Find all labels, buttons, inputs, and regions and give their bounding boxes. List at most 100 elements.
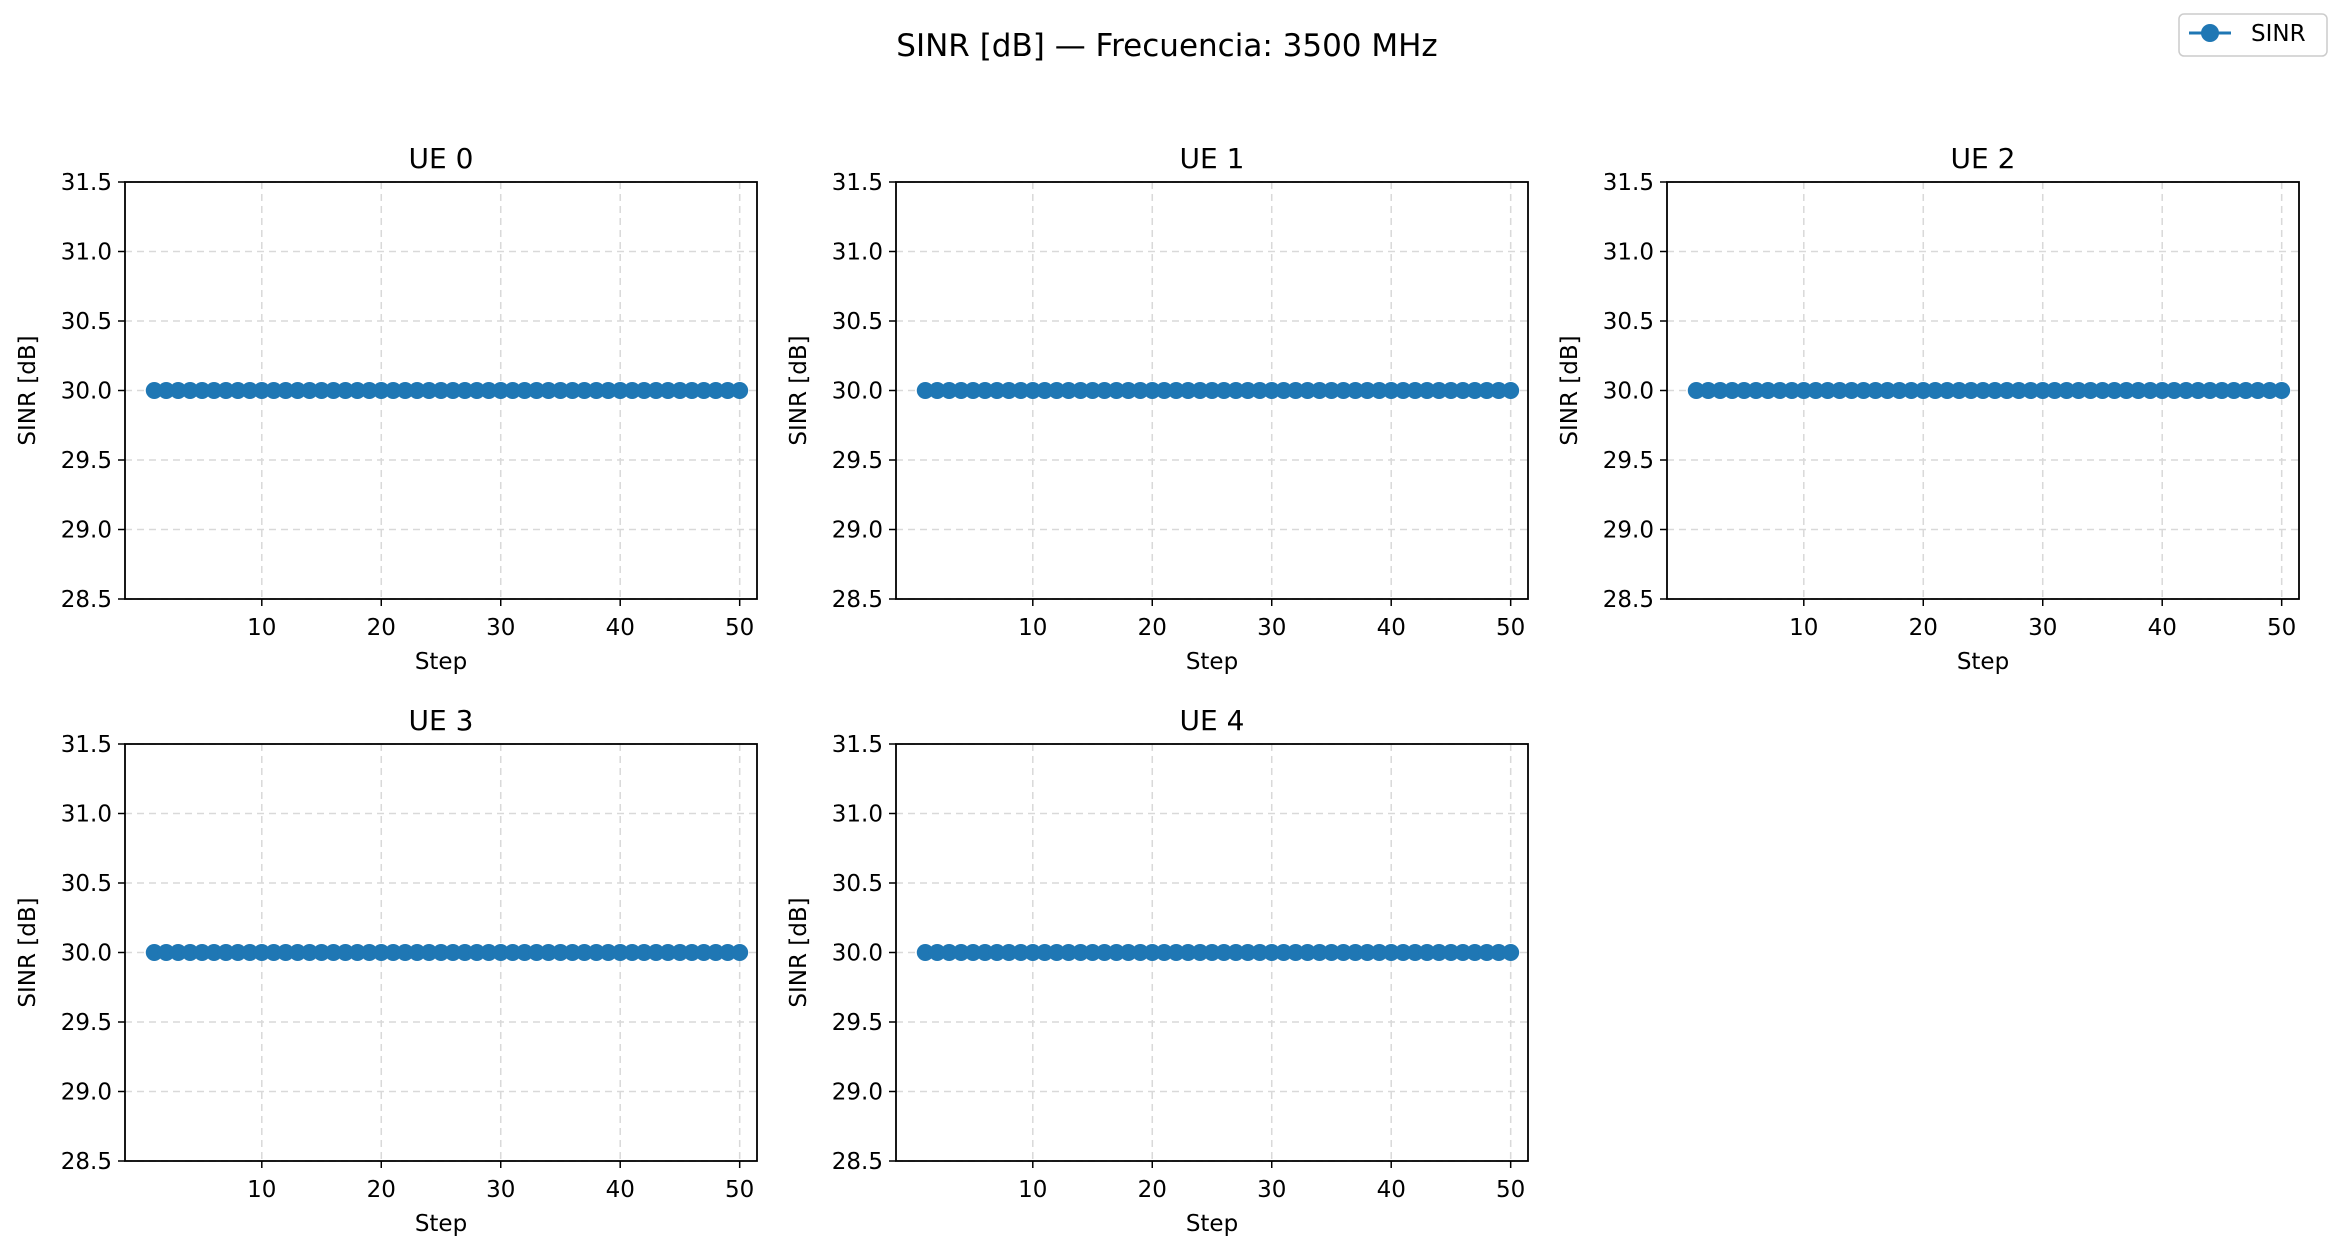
data-point <box>1442 944 1460 961</box>
x-tick-label: 30 <box>2028 615 2057 641</box>
data-point <box>2225 382 2243 399</box>
data-point <box>2213 382 2231 399</box>
data-point <box>940 382 958 399</box>
data-point <box>1227 382 1245 399</box>
data-point <box>1926 382 1944 399</box>
data-point <box>976 382 994 399</box>
data-point <box>1167 382 1185 399</box>
data-point <box>1735 382 1753 399</box>
data-point <box>964 944 982 961</box>
data-point <box>719 944 737 961</box>
data-point <box>1119 382 1137 399</box>
data-point <box>1442 382 1460 399</box>
data-point <box>683 382 701 399</box>
data-point <box>504 944 522 961</box>
x-tick-label: 30 <box>486 1177 515 1203</box>
y-axis-label: SINR [dB] <box>15 335 41 445</box>
legend-marker-swatch <box>2201 24 2219 42</box>
y-tick-label: 30.5 <box>61 871 112 897</box>
data-point <box>313 944 331 961</box>
data-point <box>1287 382 1305 399</box>
data-point <box>635 944 653 961</box>
y-tick-label: 31.0 <box>832 802 883 828</box>
data-point <box>2141 382 2159 399</box>
y-tick-label: 29.0 <box>832 1080 883 1106</box>
subplot-ue-3: 28.5 29.0 29.5 30.0 30.5 31.0 31.5 10 20 30 40 50 UE… <box>15 704 758 1237</box>
data-point <box>1251 944 1269 961</box>
data-point <box>1478 382 1496 399</box>
data-point <box>1322 944 1340 961</box>
data-point <box>1795 382 1813 399</box>
data-point <box>988 382 1006 399</box>
data-point <box>1490 382 1508 399</box>
data-point <box>504 382 522 399</box>
x-tick-label: 30 <box>1257 1177 1286 1203</box>
data-point <box>456 382 474 399</box>
y-tick-label: 29.0 <box>61 518 112 544</box>
data-point <box>2105 382 2123 399</box>
data-point <box>1179 382 1197 399</box>
x-axis-label: Step <box>1186 1211 1238 1237</box>
data-point <box>964 382 982 399</box>
data-point <box>1346 944 1364 961</box>
data-point <box>659 944 677 961</box>
data-point <box>1759 382 1777 399</box>
figure-legend: SINR <box>2178 13 2328 57</box>
data-point <box>145 382 163 399</box>
data-point <box>1131 382 1149 399</box>
data-point <box>1454 944 1472 961</box>
data-point <box>671 382 689 399</box>
x-tick-label: 30 <box>1257 615 1286 641</box>
y-tick-label: 30.0 <box>1603 379 1654 405</box>
data-point <box>372 382 390 399</box>
data-point <box>1478 944 1496 961</box>
x-tick-label: 30 <box>486 615 515 641</box>
data-point <box>695 382 713 399</box>
data-point <box>1024 944 1042 961</box>
y-tick-label: 30.0 <box>61 379 112 405</box>
x-tick-label: 50 <box>1496 1177 1525 1203</box>
x-tick-label: 10 <box>1789 615 1818 641</box>
data-point <box>731 944 749 961</box>
data-point <box>1107 944 1125 961</box>
x-axis-label: Step <box>1186 649 1238 675</box>
data-point <box>1227 944 1245 961</box>
subplot-grid: 28.5 29.0 29.5 30.0 30.5 31.0 31.5 10 20 30 40 50 UE… <box>15 142 2300 1237</box>
data-point <box>229 382 247 399</box>
data-point <box>540 944 558 961</box>
data-point <box>1215 944 1233 961</box>
data-point <box>695 944 713 961</box>
data-point <box>1299 944 1317 961</box>
data-point <box>1974 382 1992 399</box>
y-tick-label: 31.5 <box>832 732 883 758</box>
data-point <box>1986 382 2004 399</box>
data-point <box>408 944 426 961</box>
data-point <box>1012 944 1030 961</box>
data-point <box>1502 382 1520 399</box>
data-point <box>1406 382 1424 399</box>
data-point <box>1215 382 1233 399</box>
data-point <box>181 944 199 961</box>
legend-label: SINR <box>2251 21 2306 47</box>
data-point <box>1084 382 1102 399</box>
data-point <box>193 944 211 961</box>
data-point <box>1060 382 1078 399</box>
data-point <box>1275 382 1293 399</box>
subplot-title: UE 0 <box>409 142 474 175</box>
data-point <box>1370 944 1388 961</box>
data-point <box>928 944 946 961</box>
data-point <box>384 382 402 399</box>
y-tick-label: 29.5 <box>832 448 883 474</box>
y-tick-label: 28.5 <box>832 587 883 613</box>
data-point <box>2117 382 2135 399</box>
data-point <box>2273 382 2291 399</box>
data-point <box>516 944 534 961</box>
data-point <box>396 944 414 961</box>
data-point <box>492 944 510 961</box>
data-point <box>360 382 378 399</box>
data-point <box>2249 382 2267 399</box>
data-point <box>492 382 510 399</box>
y-tick-label: 31.0 <box>832 240 883 266</box>
data-point <box>1394 944 1412 961</box>
data-point <box>253 382 271 399</box>
